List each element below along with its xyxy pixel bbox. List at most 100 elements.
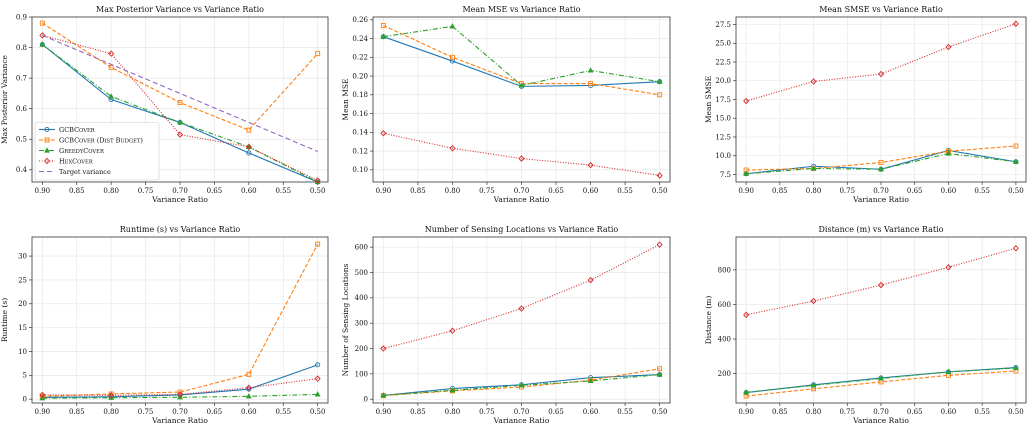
- y-tick-label: 0.20: [352, 72, 368, 80]
- series-line: [746, 145, 1016, 171]
- data-point: [945, 43, 952, 51]
- legend-text-part: OVER: [88, 149, 105, 155]
- y-tick-label: 500: [355, 269, 368, 277]
- series-line: [746, 247, 1017, 316]
- legend-text-part: variance: [82, 168, 111, 176]
- y-tick-label: 17.5: [715, 96, 731, 104]
- data-point: [39, 391, 46, 399]
- data-point: [810, 165, 817, 171]
- x-axis-label: Variance Ratio: [151, 416, 208, 425]
- data-point: [108, 64, 114, 70]
- x-tick-label: 0.75: [138, 408, 154, 416]
- x-tick-label: 0.70: [873, 408, 889, 416]
- x-tick-label: 0.90: [376, 187, 392, 195]
- x-tick-label: 0.50: [652, 408, 668, 416]
- data-point: [656, 371, 663, 377]
- y-tick-label: 0.22: [352, 54, 368, 62]
- data-point: [177, 119, 183, 125]
- y-tick-label: 0: [364, 396, 368, 404]
- data-point: [1012, 158, 1019, 164]
- y-axis-label: Mean SMSE: [704, 76, 713, 123]
- x-tick-label: 0.90: [376, 408, 392, 416]
- x-tick-label: 0.60: [941, 187, 957, 195]
- y-tick-label: 300: [355, 320, 368, 328]
- data-point: [449, 144, 456, 152]
- data-point: [177, 100, 183, 106]
- y-tick-label: 12.5: [715, 133, 731, 141]
- x-tick-label: 0.75: [839, 408, 855, 416]
- legend-text-part: Target: [59, 168, 81, 176]
- y-axis-label: Mean MSE: [341, 78, 350, 120]
- y-tick-label: 600: [355, 244, 368, 252]
- data-point: [877, 281, 885, 289]
- data-point: [176, 131, 184, 138]
- data-point: [246, 371, 252, 377]
- x-tick-label: 0.70: [172, 408, 188, 416]
- x-tick-label: 0.80: [103, 187, 119, 195]
- data-point: [878, 375, 884, 381]
- x-tick-label: 0.85: [410, 408, 426, 416]
- data-point: [314, 391, 321, 397]
- data-point: [314, 375, 321, 382]
- x-tick-label: 0.85: [772, 187, 788, 195]
- chart-title: Max Posterior Variance vs Variance Ratio: [96, 5, 264, 14]
- chart-title: Runtime (s) vs Variance Ratio: [120, 225, 241, 234]
- y-axis-label: Distance (m): [704, 296, 713, 345]
- x-tick-label: 0.90: [738, 187, 754, 195]
- x-tick-label: 0.80: [103, 408, 119, 416]
- legend-text-part: GCBC: [59, 136, 79, 144]
- data-point: [39, 32, 46, 39]
- y-tick-label: 7.5: [720, 171, 731, 179]
- plot-frame: [372, 16, 671, 183]
- x-tick-label: 0.85: [69, 408, 85, 416]
- series-line: [42, 243, 319, 397]
- legend-label: Target variance: [59, 168, 111, 176]
- data-point: [246, 150, 252, 156]
- legend-text-part: UDGET: [120, 138, 140, 144]
- legend-marker: [44, 126, 50, 133]
- data-point: [315, 362, 321, 368]
- y-tick-label: 20: [18, 300, 27, 308]
- subplot-number-of-sensing-locations-vs-variance-ratio: 0.90 0.85 0.80 0.75 0.70 0.65 0.60 0.55 0.50 0 100…: [341, 225, 671, 425]
- series-line: [41, 44, 318, 183]
- x-tick-label: 0.70: [514, 187, 530, 195]
- series-target-variance: [42, 34, 318, 152]
- x-tick-label: 0.55: [617, 408, 633, 416]
- x-tick-label: 0.80: [806, 408, 822, 416]
- x-tick-label: 0.75: [839, 187, 855, 195]
- data-point: [587, 276, 594, 284]
- subplot-mean-mse-vs-variance-ratio: 0.90 0.85 0.80 0.75 0.70 0.65 0.60 0.55 0.50 0.10…: [341, 5, 671, 204]
- y-tick-label: 0.14: [352, 129, 368, 137]
- x-axis-label: Variance Ratio: [493, 416, 550, 425]
- x-tick-label: 0.50: [310, 408, 326, 416]
- data-point: [518, 382, 525, 388]
- data-point: [246, 386, 252, 392]
- series-hexcover: [743, 20, 1019, 105]
- subplot-max-posterior-variance-vs-variance-ratio: 0.90 0.85 0.80 0.75 0.70 0.65 0.60 0.55 0.50 0.4 0…: [0, 5, 329, 204]
- data-point: [39, 20, 45, 26]
- x-tick-label: 0.60: [583, 408, 599, 416]
- plot-frame: [372, 236, 671, 404]
- legend-text-part: REEDY: [64, 149, 84, 155]
- data-point: [656, 78, 663, 84]
- data-point: [245, 384, 252, 391]
- data-point: [108, 392, 115, 399]
- y-tick-label: 0.24: [352, 35, 368, 43]
- x-tick-label: 0.65: [907, 408, 923, 416]
- series-line: [42, 34, 318, 181]
- data-point: [380, 345, 387, 352]
- series-gcbcover-dist-budget: [380, 22, 663, 98]
- y-tick-label: 0.9: [16, 13, 27, 21]
- x-axis-label: Variance Ratio: [493, 195, 550, 204]
- x-tick-label: 0.70: [172, 187, 188, 195]
- chart-title: Mean SMSE vs Variance Ratio: [819, 5, 943, 14]
- y-tick-label: 800: [718, 266, 731, 274]
- y-tick-label: 25: [18, 276, 27, 284]
- chart-title: Distance (m) vs Variance Ratio: [819, 225, 944, 234]
- x-tick-label: 0.70: [514, 408, 530, 416]
- x-tick-label: 0.55: [275, 408, 291, 416]
- data-point: [656, 172, 663, 179]
- series-hexcover: [380, 241, 663, 352]
- x-tick-label: 0.65: [207, 408, 223, 416]
